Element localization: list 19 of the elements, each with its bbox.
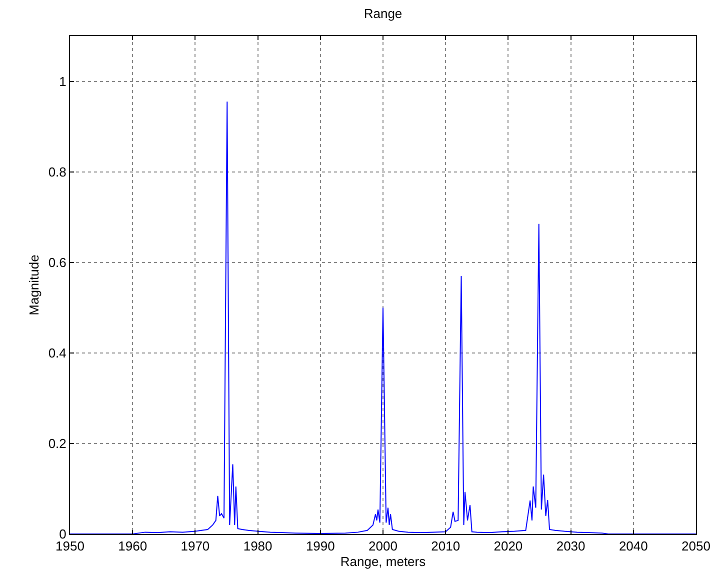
x-tick-label: 2040: [618, 538, 648, 554]
x-tick-label: 1980: [243, 538, 272, 554]
x-axis-title: Range, meters: [340, 554, 426, 570]
y-axis-title: Magnitude: [26, 254, 42, 316]
chart-title: Range: [364, 6, 402, 21]
x-tick-label: 1970: [180, 538, 210, 554]
x-tick-label: 2020: [494, 538, 523, 554]
x-tick-label: 1960: [118, 538, 148, 554]
y-tick-label: 0.4: [48, 345, 66, 360]
x-tick-label: 2050: [682, 538, 710, 554]
line-series: [70, 101, 696, 534]
y-tick-label: 0.2: [48, 436, 66, 451]
y-tick-label: 0.8: [48, 164, 66, 180]
x-tick-label: 2010: [431, 538, 460, 554]
y-tick-label: 1: [59, 74, 66, 89]
x-tick-label: 1990: [306, 538, 335, 554]
x-tick-label: 2000: [368, 538, 398, 554]
y-tick-label: 0.6: [48, 254, 66, 270]
x-tick-label: 2030: [556, 538, 586, 554]
